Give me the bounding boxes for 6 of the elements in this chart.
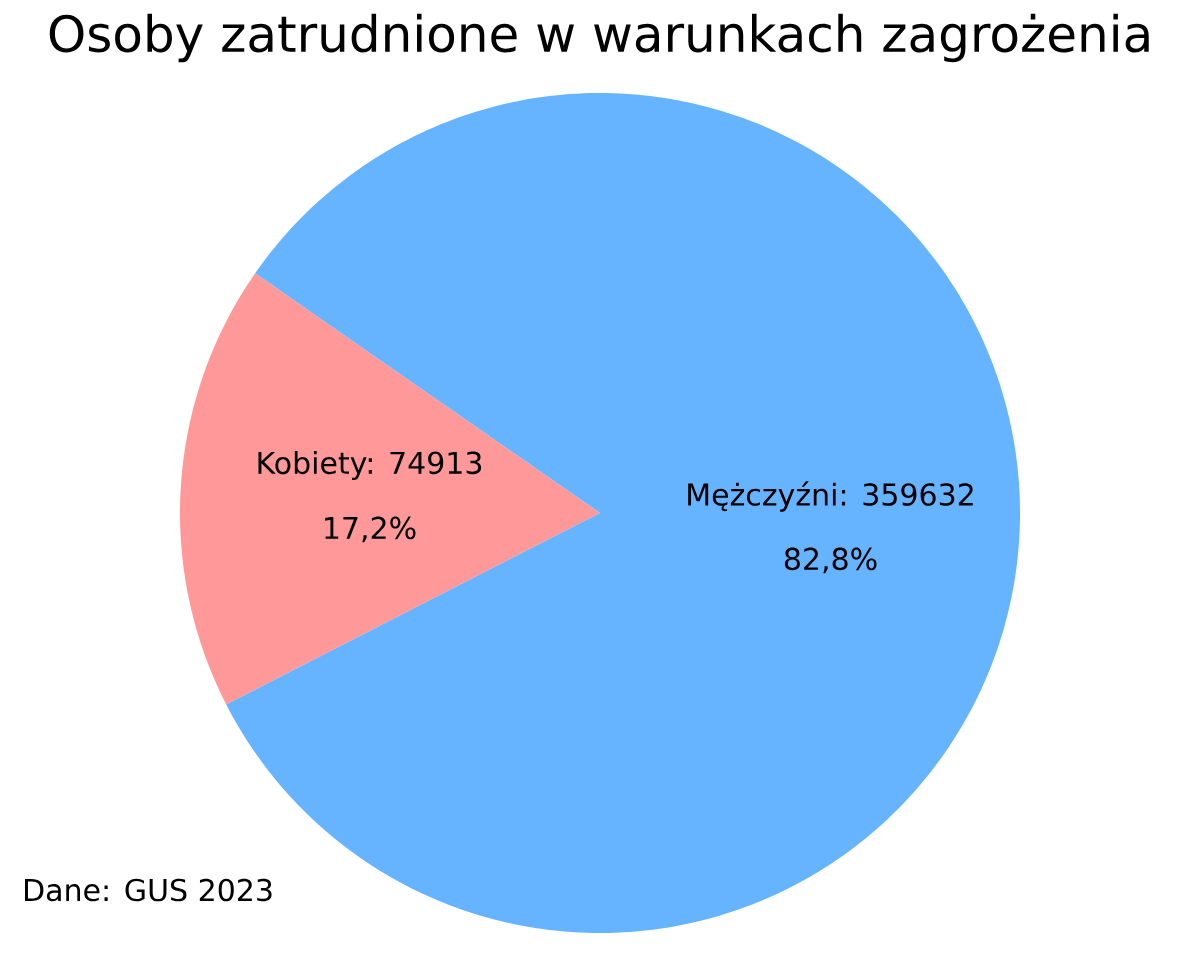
data-label: 82,8% xyxy=(784,547,877,574)
slice-label: Mężczyźni: 359632 xyxy=(688,481,973,512)
data-label: 17,2% xyxy=(325,516,416,543)
slice-label: Kobiety: 74913 xyxy=(258,450,482,480)
chart-title: Osoby zatrudnione w warunkach zagrożenia xyxy=(49,13,1149,63)
text: Dane: GUS 2023 xyxy=(25,878,272,902)
